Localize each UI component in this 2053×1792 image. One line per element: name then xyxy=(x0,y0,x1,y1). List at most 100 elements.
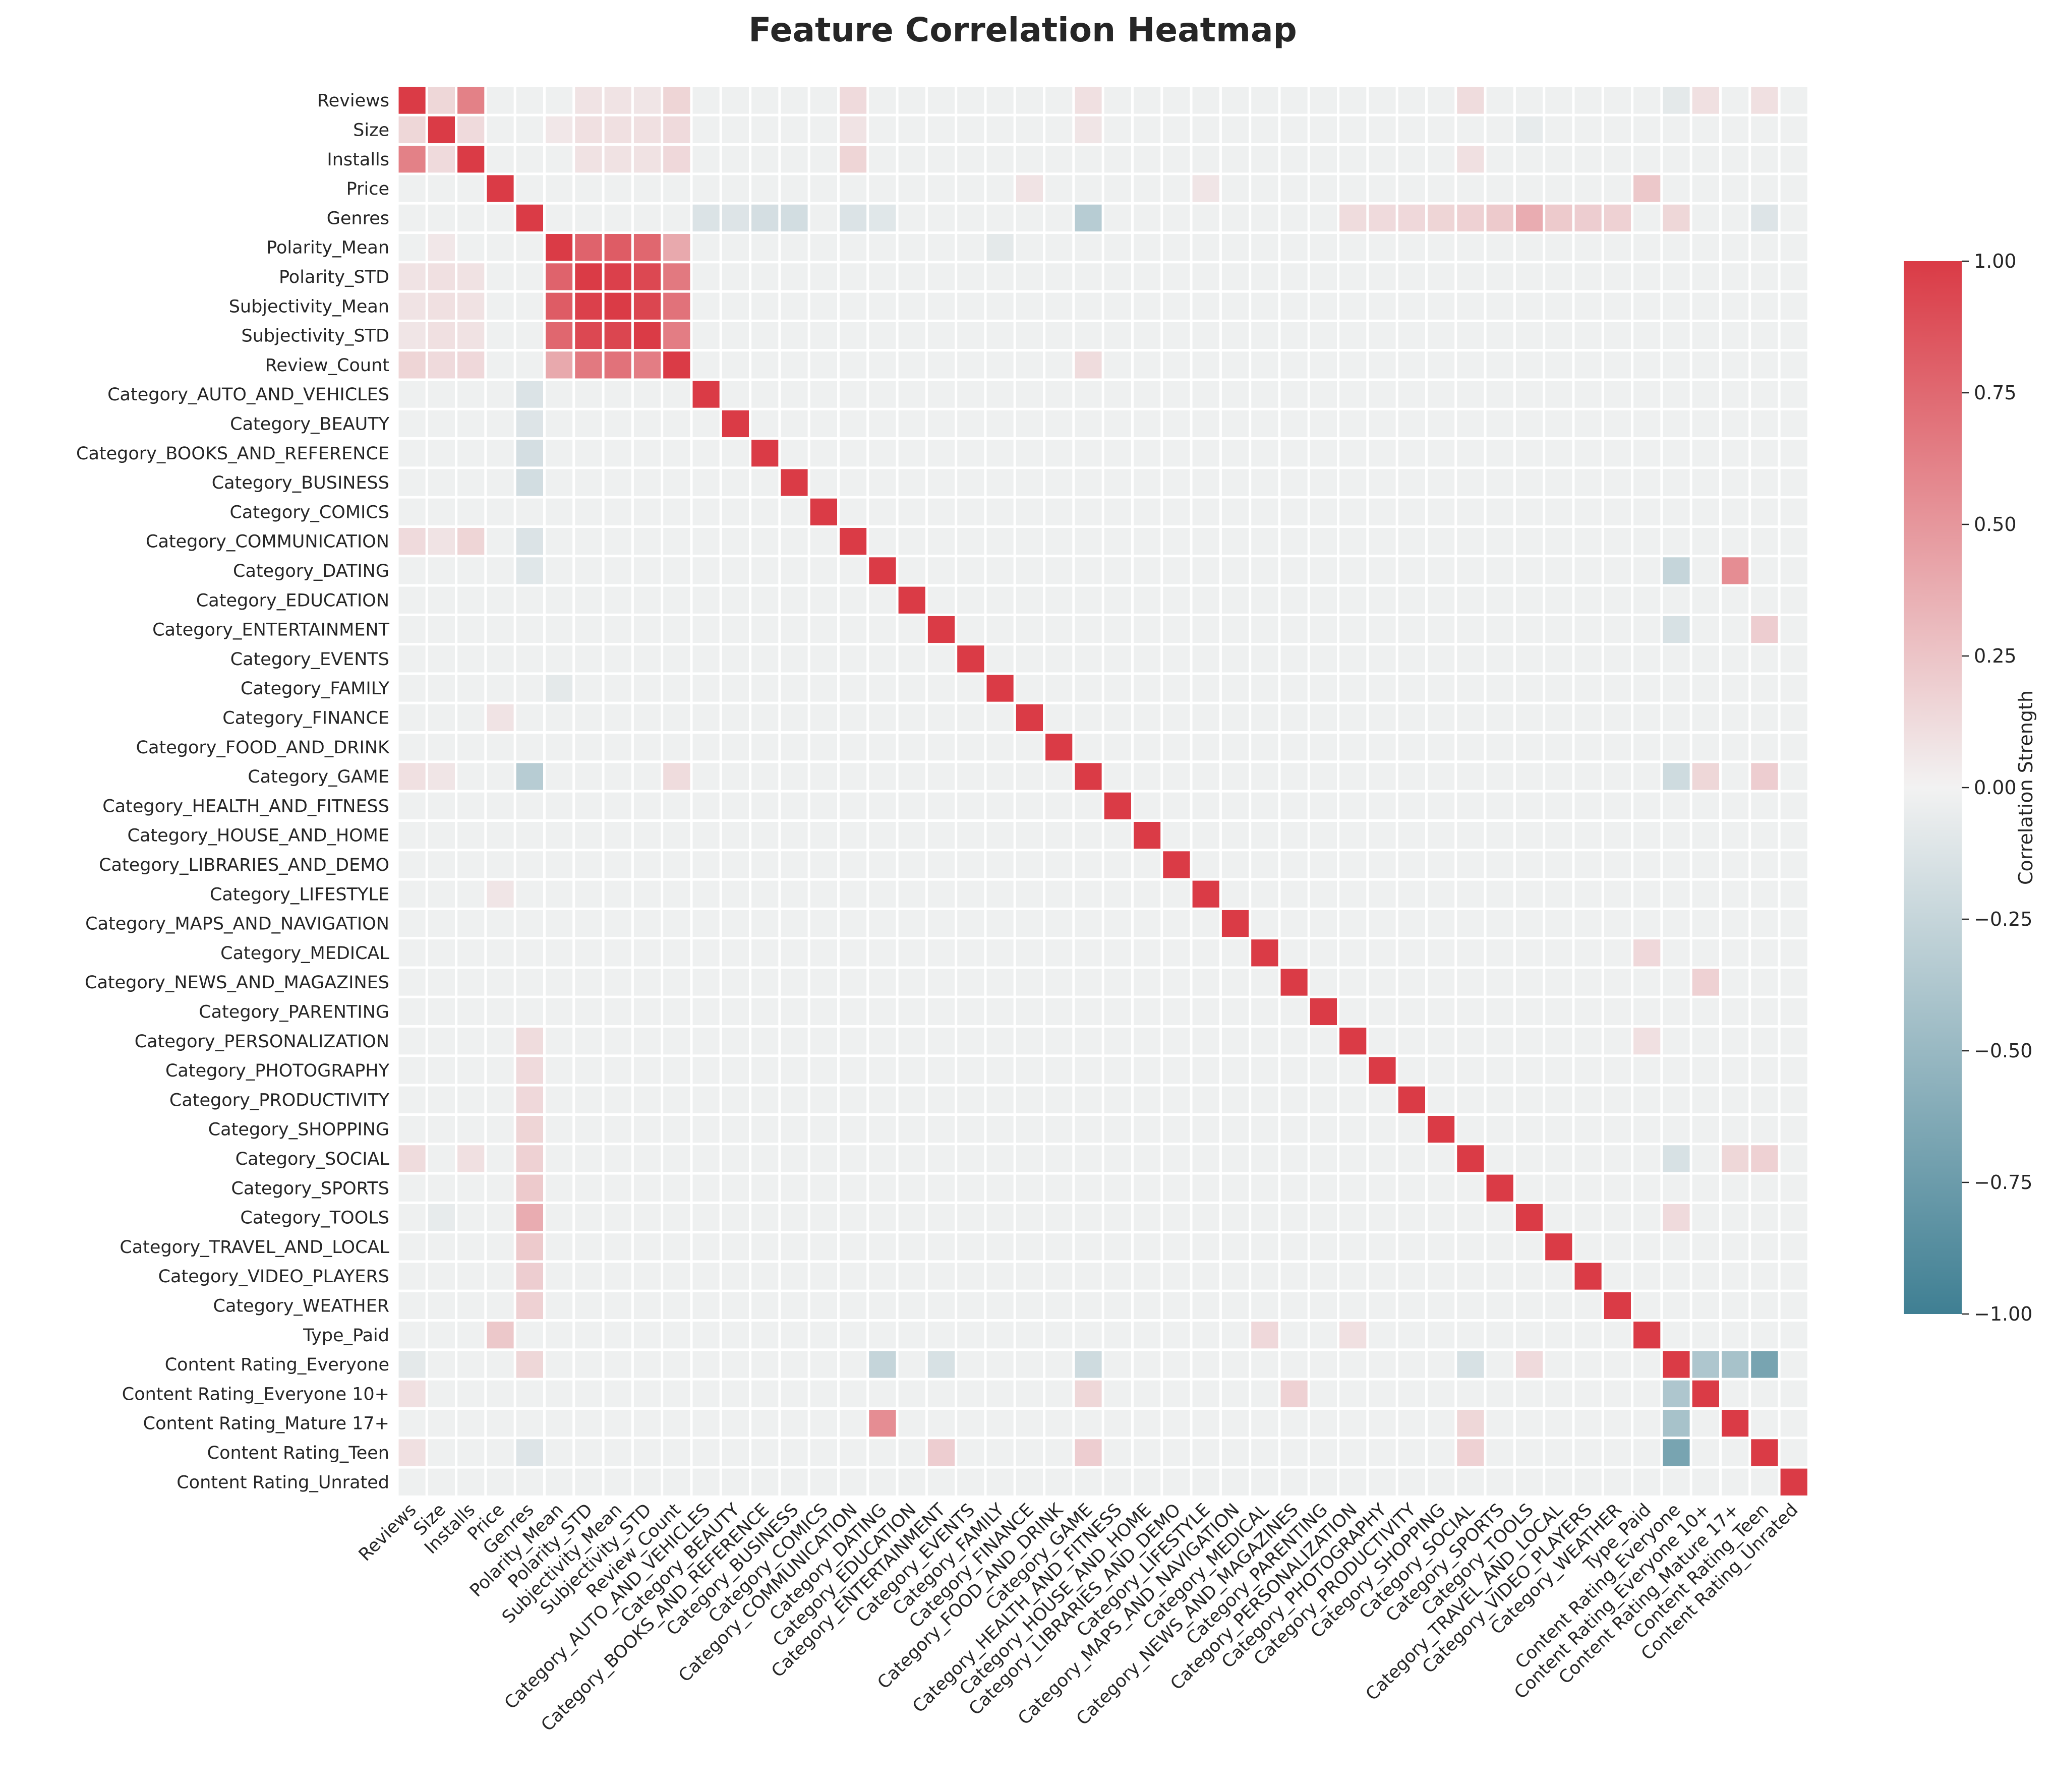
heatmap-cell xyxy=(1219,407,1252,440)
heatmap-cell xyxy=(807,1143,840,1175)
heatmap-cell xyxy=(1631,1407,1663,1440)
heatmap-cell xyxy=(1219,731,1252,763)
heatmap-cell xyxy=(1249,1437,1281,1469)
heatmap-cell xyxy=(396,701,428,734)
heatmap-cell xyxy=(778,407,810,440)
heatmap-cell xyxy=(602,907,634,940)
heatmap-cell xyxy=(866,261,899,293)
heatmap-cell xyxy=(1572,819,1604,852)
heatmap-cell xyxy=(1395,790,1428,822)
heatmap-cell xyxy=(513,202,546,234)
heatmap-cell xyxy=(513,525,546,558)
heatmap-cell xyxy=(425,378,458,410)
heatmap-cell xyxy=(1072,1378,1104,1410)
heatmap-cell xyxy=(749,202,781,234)
heatmap-cell xyxy=(690,584,722,616)
heatmap-cell xyxy=(1631,613,1663,646)
heatmap-cell xyxy=(719,613,752,646)
heatmap-cell xyxy=(1631,966,1663,998)
heatmap-cell xyxy=(1425,1054,1457,1087)
heatmap-cell xyxy=(484,1319,516,1351)
heatmap-cell xyxy=(807,1113,840,1146)
heatmap-cell xyxy=(1513,555,1546,587)
heatmap-cell xyxy=(661,1201,693,1234)
heatmap-cell xyxy=(719,84,752,116)
colorbar-tick-label: 1.00 xyxy=(1974,250,2017,272)
colorbar-tick-label: 0.25 xyxy=(1974,645,2017,667)
heatmap-cell xyxy=(896,878,928,910)
heatmap-cell xyxy=(925,731,958,763)
heatmap-cell xyxy=(1748,819,1781,852)
heatmap-cell xyxy=(925,1084,958,1116)
heatmap-cell xyxy=(955,231,987,264)
heatmap-cell xyxy=(1748,731,1781,763)
heatmap-cell xyxy=(543,113,575,146)
heatmap-cell xyxy=(1572,1231,1604,1263)
heatmap-cell xyxy=(661,172,693,205)
heatmap-cell xyxy=(1631,143,1663,175)
heatmap-cell xyxy=(896,1319,928,1351)
heatmap-cell xyxy=(513,1231,546,1263)
heatmap-cell xyxy=(1748,290,1781,322)
heatmap-cell xyxy=(1101,966,1134,998)
heatmap-cell xyxy=(749,525,781,558)
heatmap-cell xyxy=(1013,1113,1046,1146)
heatmap-cell xyxy=(1072,1113,1104,1146)
heatmap-cell xyxy=(778,319,810,352)
heatmap-cell xyxy=(1748,878,1781,910)
heatmap-cell xyxy=(1307,437,1340,469)
heatmap-cell xyxy=(425,672,458,704)
heatmap-cell xyxy=(837,113,869,146)
heatmap-cell xyxy=(1366,555,1398,587)
heatmap-cell xyxy=(1160,613,1193,646)
heatmap-cell xyxy=(955,1260,987,1292)
heatmap-cell xyxy=(1543,1143,1575,1175)
heatmap-cell xyxy=(1395,1378,1428,1410)
heatmap-cell xyxy=(955,672,987,704)
heatmap-cell xyxy=(1719,525,1751,558)
heatmap-cell xyxy=(1719,1289,1751,1322)
heatmap-cell xyxy=(396,790,428,822)
heatmap-cell xyxy=(1484,555,1516,587)
heatmap-cell xyxy=(1748,790,1781,822)
heatmap-cell xyxy=(778,1319,810,1351)
heatmap-cell xyxy=(1572,878,1604,910)
heatmap-cell xyxy=(1543,261,1575,293)
heatmap-cell xyxy=(513,113,546,146)
heatmap-cell xyxy=(1190,790,1222,822)
heatmap-cell xyxy=(513,1260,546,1292)
heatmap-cell xyxy=(1395,231,1428,264)
heatmap-cell xyxy=(396,143,428,175)
heatmap-cell xyxy=(1043,672,1075,704)
heatmap-cell xyxy=(1395,466,1428,499)
heatmap-cell xyxy=(1719,907,1751,940)
heatmap-cell xyxy=(749,261,781,293)
heatmap-cell xyxy=(1249,1054,1281,1087)
heatmap-cell xyxy=(1689,1378,1722,1410)
heatmap-cell xyxy=(1572,1289,1604,1322)
heatmap-cell xyxy=(1425,202,1457,234)
heatmap-cell xyxy=(1719,437,1751,469)
heatmap-cell xyxy=(955,525,987,558)
heatmap-cell xyxy=(484,584,516,616)
heatmap-cell xyxy=(1719,849,1751,881)
heatmap-cell xyxy=(1454,584,1487,616)
heatmap-cell xyxy=(1601,701,1634,734)
heatmap-cell xyxy=(1660,790,1692,822)
heatmap-cell xyxy=(690,231,722,264)
heatmap-cell xyxy=(837,1466,869,1498)
heatmap-cell xyxy=(572,731,605,763)
heatmap-cell xyxy=(1689,1113,1722,1146)
heatmap-cell xyxy=(955,555,987,587)
heatmap-cell xyxy=(1543,1348,1575,1381)
heatmap-cell xyxy=(543,701,575,734)
heatmap-cell xyxy=(484,496,516,528)
heatmap-cell xyxy=(807,613,840,646)
heatmap-cell xyxy=(1249,672,1281,704)
heatmap-cell xyxy=(1013,701,1046,734)
heatmap-cell xyxy=(1748,760,1781,793)
heatmap-cell xyxy=(1249,613,1281,646)
heatmap-cell xyxy=(1131,819,1163,852)
heatmap-cell xyxy=(631,584,664,616)
y-tick-label: Category_EDUCATION xyxy=(196,590,389,611)
